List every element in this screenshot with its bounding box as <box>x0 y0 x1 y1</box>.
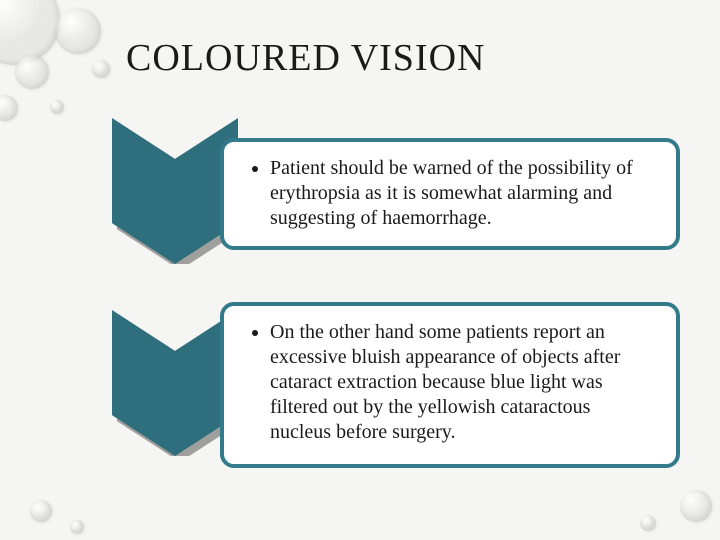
water-drop <box>30 500 52 522</box>
bullet-card: Patient should be warned of the possibil… <box>220 138 680 250</box>
bullet-card: On the other hand some patients report a… <box>220 302 680 468</box>
water-drop <box>50 100 64 114</box>
water-drop <box>92 60 110 78</box>
water-drop <box>640 515 656 531</box>
water-drop <box>70 520 84 534</box>
bullet-text: Patient should be warned of the possibil… <box>270 156 654 231</box>
water-drop <box>680 490 712 522</box>
water-drop <box>0 95 18 121</box>
water-drop <box>55 8 101 54</box>
content-row: Patient should be warned of the possibil… <box>112 118 680 269</box>
content-row: On the other hand some patients report a… <box>112 302 680 468</box>
water-drop <box>0 0 60 65</box>
page-title: COLOURED VISION <box>126 36 485 80</box>
bullet-text: On the other hand some patients report a… <box>270 320 654 445</box>
water-drop <box>15 55 49 89</box>
